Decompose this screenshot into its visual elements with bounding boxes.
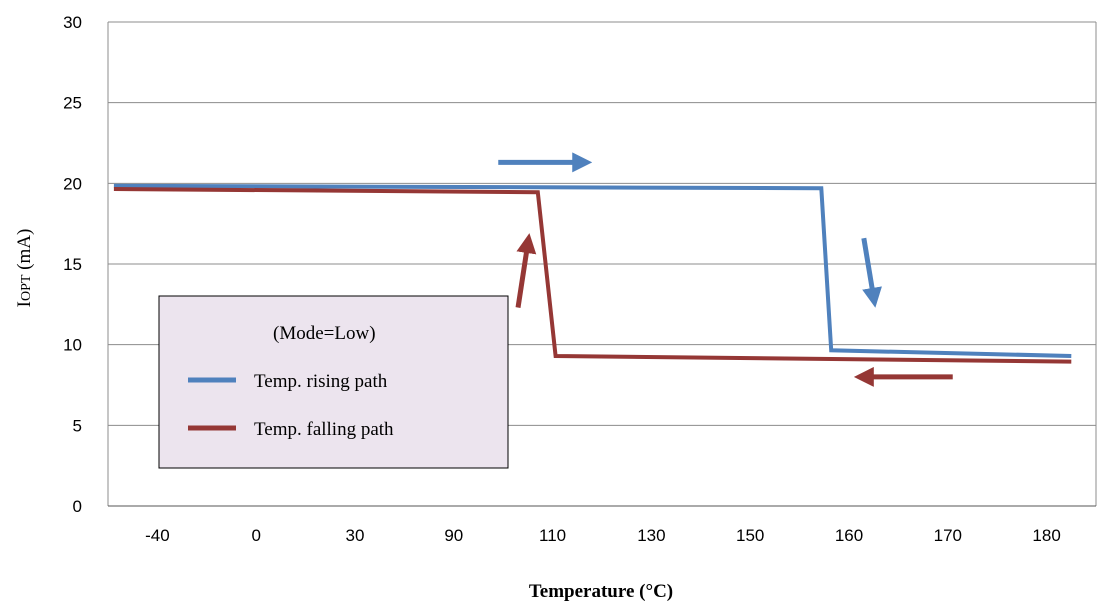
- x-tick-label: 130: [637, 526, 665, 545]
- y-tick-label: 0: [73, 497, 82, 516]
- x-tick-label: 180: [1032, 526, 1060, 545]
- x-tick-label: 110: [539, 526, 566, 545]
- x-tick-label: 160: [835, 526, 863, 545]
- x-tick-label: 150: [736, 526, 764, 545]
- direction-arrows: [498, 152, 953, 387]
- x-tick-labels: -40 0 30 90 110 130 150 160 170 180: [145, 526, 1061, 545]
- y-tick-label: 25: [63, 94, 82, 113]
- y-tick-labels: 0 5 10 15 20 25 30: [63, 13, 82, 516]
- series-line-0: [113, 183, 1072, 358]
- x-axis-title: Temperature (°C): [529, 581, 673, 601]
- rising-down-arrow: [861, 237, 882, 308]
- x-tick-label: 90: [444, 526, 463, 545]
- falling-up-arrow: [515, 233, 537, 308]
- x-tick-label: 170: [934, 526, 962, 545]
- series-line-1: [113, 187, 1072, 364]
- x-tick-label: -40: [145, 526, 170, 545]
- y-tick-label: 20: [63, 174, 82, 193]
- x-tick-label: 0: [251, 526, 260, 545]
- y-axis-title: IOPT (mA): [14, 229, 35, 308]
- x-tick-label: 30: [346, 526, 365, 545]
- legend: (Mode=Low) Temp. rising path Temp. falli…: [158, 295, 509, 469]
- y-tick-label: 10: [63, 336, 82, 355]
- y-tick-label: 5: [73, 416, 82, 435]
- legend-label-rising: Temp. rising path: [254, 371, 388, 392]
- y-tick-label: 30: [63, 13, 82, 32]
- legend-label-falling: Temp. falling path: [254, 419, 394, 440]
- y-tick-label: 15: [63, 255, 82, 274]
- series-lines: [113, 183, 1072, 364]
- legend-title: (Mode=Low): [273, 323, 376, 344]
